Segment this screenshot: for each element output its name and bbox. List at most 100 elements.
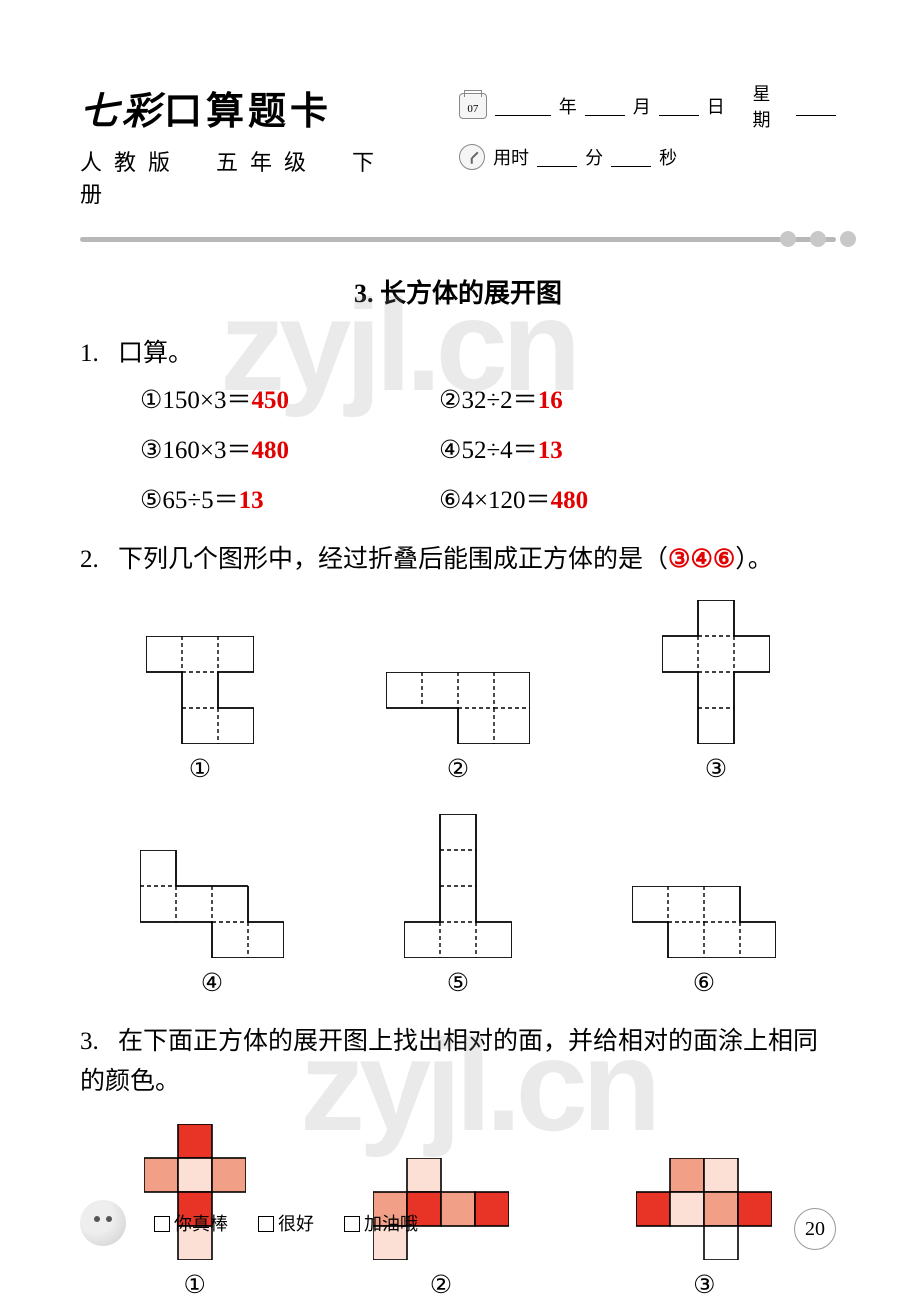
subtitle-text: 人教版 五年级 下册 (80, 145, 419, 209)
item-number: ① (140, 387, 162, 414)
rating-option[interactable]: 加油哦 (344, 1210, 418, 1236)
net-cell (178, 1158, 212, 1192)
checkbox-icon[interactable] (344, 1216, 360, 1232)
item-answer: 13 (538, 437, 563, 464)
math-item: ①150×3＝450 (140, 380, 289, 416)
weekday-blank[interactable] (796, 96, 836, 116)
item-expr: 4×120＝ (461, 487, 550, 514)
footer-options: 你真棒 很好 加油哦 (154, 1210, 418, 1236)
q2-text-after: ）。 (735, 546, 773, 573)
net-cell (407, 1158, 441, 1192)
math-item: ④52÷4＝13 (439, 430, 588, 466)
q2-nets-row-2: ④ ⑤ ⑥ (80, 814, 836, 998)
net-cell (178, 1124, 212, 1158)
math-item: ②32÷2＝16 (439, 380, 588, 416)
net-label: ② (386, 754, 530, 784)
item-answer: 13 (239, 487, 264, 514)
timer-prefix: 用时 (493, 144, 529, 170)
q3-num: 3. (80, 1022, 118, 1062)
brand-text: 七彩 (80, 91, 164, 133)
net-item: ③ (662, 600, 770, 784)
item-expr: 52÷4＝ (461, 437, 537, 464)
cube-net-diagram (386, 672, 530, 744)
q2-nets-row-1: ① ② ③ (80, 600, 836, 784)
page-number: 20 (794, 1208, 836, 1250)
net-item: ② (386, 672, 530, 784)
math-item: ⑤65÷5＝13 (140, 480, 289, 516)
mascot-icon (80, 1200, 126, 1246)
item-answer: 480 (252, 437, 290, 464)
title-rest: 口算题卡 (164, 91, 332, 133)
sec-blank[interactable] (611, 147, 651, 167)
year-label: 年 (559, 93, 577, 119)
title-main: 七彩口算题卡 (80, 80, 419, 135)
timer-row: 用时 分 秒 (459, 144, 836, 170)
month-blank[interactable] (585, 96, 625, 116)
q2-num: 2. (80, 540, 118, 580)
binder-dot (780, 231, 796, 247)
net-item: ⑥ (632, 886, 776, 998)
item-expr: 65÷5＝ (162, 487, 238, 514)
item-expr: 32÷2＝ (461, 387, 537, 414)
title-block: 七彩口算题卡 人教版 五年级 下册 (80, 80, 419, 209)
net-label: ① (146, 754, 254, 784)
min-blank[interactable] (537, 147, 577, 167)
item-answer: 450 (252, 387, 290, 414)
q2-text-before: 下列几个图形中，经过折叠后能围成正方体的是（ (118, 546, 668, 573)
section-title: 3. 长方体的展开图 (80, 273, 836, 310)
item-number: ⑤ (140, 487, 162, 514)
item-number: ③ (140, 437, 162, 464)
rating-option[interactable]: 你真棒 (154, 1210, 228, 1236)
item-answer: 16 (538, 387, 563, 414)
net-item: ① (146, 636, 254, 784)
binder-dot (810, 231, 826, 247)
year-blank[interactable] (495, 96, 551, 116)
q1-num: 1. (80, 334, 118, 374)
net-label: ⑥ (632, 968, 776, 998)
net-cell (670, 1158, 704, 1192)
q2-answer: ③④⑥ (668, 546, 735, 573)
checkbox-icon[interactable] (154, 1216, 170, 1232)
net-cell (212, 1158, 246, 1192)
answer-circled-number: ④ (690, 546, 712, 573)
clock-icon (459, 144, 485, 170)
cube-net-diagram (632, 886, 776, 958)
question-2: 2.下列几个图形中，经过折叠后能围成正方体的是（③④⑥）。 (80, 540, 836, 580)
weekday-label: 星期 (753, 80, 788, 132)
divider-line (80, 237, 836, 242)
q1-math-grid: ①150×3＝450③160×3＝480⑤65÷5＝13 ②32÷2＝16④52… (140, 380, 836, 516)
net-item: ⑤ (404, 814, 512, 998)
net-label: ⑤ (404, 968, 512, 998)
net-cell (144, 1158, 178, 1192)
calendar-icon: 07 (459, 93, 487, 119)
checkbox-icon[interactable] (258, 1216, 274, 1232)
worksheet-header: 七彩口算题卡 人教版 五年级 下册 07 年 月 日 星期 用时 分 秒 (80, 80, 836, 209)
date-row: 07 年 月 日 星期 (459, 80, 836, 132)
item-expr: 160×3＝ (162, 437, 251, 464)
math-item: ③160×3＝480 (140, 430, 289, 466)
cube-net-diagram (662, 600, 770, 744)
net-label: ④ (140, 968, 284, 998)
net-cell (704, 1158, 738, 1192)
binder-dot (840, 231, 856, 247)
q3-text: 在下面正方体的展开图上找出相对的面，并给相对的面涂上相同的颜色。 (80, 1028, 818, 1095)
cube-net-diagram (404, 814, 512, 958)
month-label: 月 (633, 93, 651, 119)
question-3: 3.在下面正方体的展开图上找出相对的面，并给相对的面涂上相同的颜色。 (80, 1022, 836, 1102)
item-number: ② (439, 387, 461, 414)
cube-net-diagram (140, 850, 284, 958)
sec-label: 秒 (659, 144, 677, 170)
divider (80, 227, 836, 251)
q1-title: 口算。 (118, 340, 193, 367)
rating-option[interactable]: 很好 (258, 1210, 314, 1236)
net-item: ④ (140, 850, 284, 998)
date-block: 07 年 月 日 星期 用时 分 秒 (459, 80, 836, 182)
cube-net-diagram (146, 636, 254, 744)
math-item: ⑥4×120＝480 (439, 480, 588, 516)
item-answer: 480 (551, 487, 589, 514)
item-number: ⑥ (439, 487, 461, 514)
question-1: 1.口算。 (80, 334, 836, 374)
item-number: ④ (439, 437, 461, 464)
answer-circled-number: ⑥ (713, 546, 735, 573)
day-blank[interactable] (659, 96, 699, 116)
